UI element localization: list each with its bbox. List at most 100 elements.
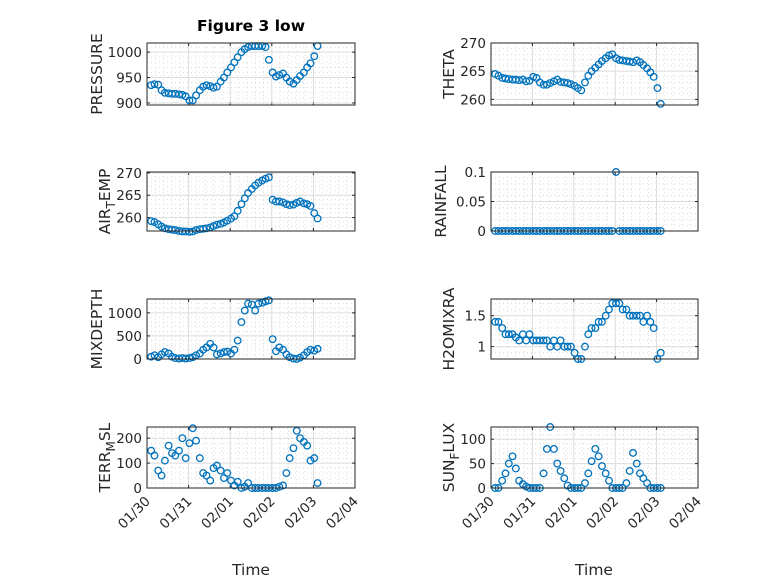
data-point [306,202,315,210]
axes-box [490,171,699,232]
data-point [566,80,575,89]
y-axis-label: SUNFLUX [440,422,462,492]
y-tick-label: 265 [116,188,142,204]
data-point [656,348,665,357]
data-point [546,79,555,87]
axes-box [490,42,699,106]
data-point [216,466,225,475]
subplot-rainfall: 0 0.05 0.1 RAINFALL [432,165,699,240]
data-point [150,451,159,460]
y-axis-label-part: T [104,200,118,209]
data-point [178,434,187,443]
axes-box [490,298,699,360]
data-point [268,335,277,344]
data-point [306,59,315,68]
data-point [285,201,294,210]
plot-area [147,43,355,105]
data-point [285,77,294,86]
data-point [539,469,548,478]
data-point [601,311,610,320]
x-axis-label-left: Time [231,561,270,579]
data-point [618,305,627,314]
data-point [632,311,641,320]
data-point [220,348,228,357]
data-point [261,297,270,306]
x-tick-label: 02/04 [323,494,362,533]
data-point [553,459,562,468]
data-point [566,342,575,351]
y-tick-label: 0.1 [465,165,486,181]
data-point [171,226,180,235]
data-point [504,459,513,468]
data-point [285,353,294,362]
data-point [185,354,194,363]
data-point [264,55,273,64]
data-point [605,51,613,60]
y-tick-label: 0 [133,352,142,368]
data-point [525,330,534,339]
data-point [605,305,613,314]
data-point [646,317,655,326]
axes-box [146,171,356,232]
data-point [192,436,201,445]
data-point [299,199,308,208]
y-tick-label: 270 [116,166,142,182]
data-point [282,469,291,478]
data-point [625,466,634,475]
y-axis-label: TERRMSL [96,422,118,493]
data-point [264,173,273,182]
data-point [147,217,156,226]
y-axis-label: PRESSURE [88,33,106,115]
data-point [622,479,631,488]
x-tick-label: 02/03 [625,494,664,533]
x-tick-label: 02/02 [583,494,622,533]
data-point [264,296,273,305]
data-point [549,445,558,453]
data-point [598,317,606,326]
data-point [498,476,507,485]
data-point [251,306,260,315]
data-point [491,317,500,326]
data-point [223,469,232,478]
data-point [313,344,322,353]
y-axis-label-part: LUX [440,422,458,452]
data-point [539,336,548,345]
data-point [313,479,322,487]
y-tick-label: 1 [477,340,486,356]
data-point [150,80,159,89]
y-tick-label: 500 [116,329,142,345]
data-point [584,469,593,478]
y-tick-label: 1.5 [465,309,486,325]
data-point [313,214,322,223]
x-tick-label: 02/02 [240,494,279,533]
data-point [310,52,319,61]
data-point [275,71,284,79]
data-point [212,220,221,229]
data-point [622,305,631,314]
y-axis-label-part: AIR [96,208,114,234]
y-axis-label: MIXDEPTH [88,289,106,370]
y-axis-label: AIRTEMP [96,169,118,235]
data-point [212,350,221,359]
data-point [261,43,270,52]
data-point [254,299,263,308]
y-axis-label: H2OMIXRA [440,287,458,370]
data-point [563,342,572,351]
y-axis-label-part: SUN [440,459,458,492]
data-point [275,197,284,206]
data-point [605,476,613,485]
data-point [591,324,600,333]
subplot-terr-msl: 01/30 01/31 02/01 02/02 02/03 02/04 0 100 200TER… [96,422,362,532]
data-point [601,469,610,478]
data-point [233,206,242,215]
y-tick-label: 200 [116,431,142,447]
data-point [244,479,253,487]
data-point [206,476,215,485]
data-point [581,78,589,87]
data-point [581,479,589,488]
data-point [643,311,652,320]
data-point [285,454,294,463]
data-point [164,441,173,450]
data-point [556,336,565,345]
y-tick-label: 260 [460,92,486,108]
